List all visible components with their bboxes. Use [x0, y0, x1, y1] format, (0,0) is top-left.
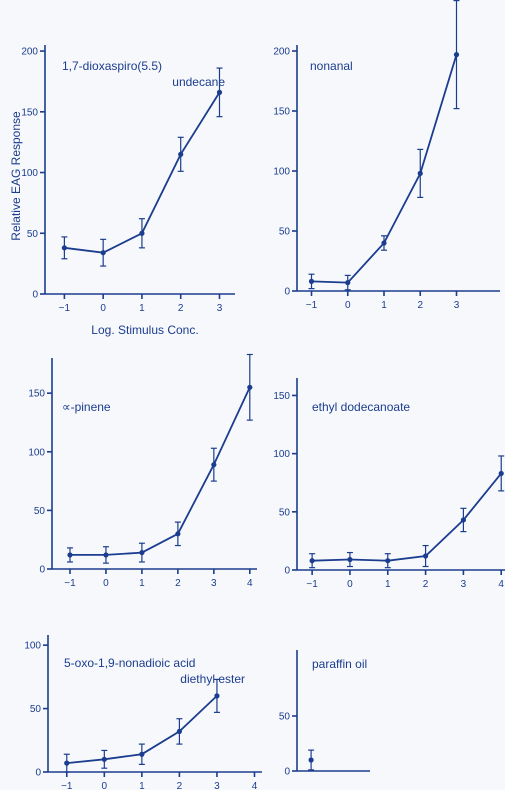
panel-5: 0 50 100 −1 0 1 2 3 4 5-oxo-1,9-nonadioic acid die… [24, 635, 262, 790]
x-axis-title: Log. Stimulus Conc. [91, 323, 198, 337]
x-tick-label: −1 [61, 781, 73, 790]
data-point [139, 549, 145, 556]
x-tick-label: −1 [64, 578, 76, 589]
data-point [176, 728, 183, 735]
y-tick-label: 150 [28, 389, 45, 400]
data-point [139, 230, 145, 236]
panel-title: nonanal [310, 59, 353, 73]
panel-4: 0 50 100 150 −1 0 1 2 3 4 ethyl dodecanoate [273, 378, 505, 590]
y-tick-label: 0 [284, 767, 290, 778]
data-point [175, 531, 181, 537]
y-tick-label: 100 [273, 167, 290, 178]
x-tick-label: 1 [381, 300, 387, 311]
x-tick-label: 0 [102, 781, 108, 790]
data-point [211, 462, 217, 468]
data-point [381, 240, 387, 246]
panel-title: ∝-pinene [62, 400, 111, 414]
panel-title: 1,7-dioxaspiro(5.5) [62, 59, 162, 73]
y-tick-label: 50 [34, 506, 46, 517]
y-tick-label: 50 [30, 704, 42, 715]
y-tick-label: 50 [279, 507, 291, 518]
data-point [103, 552, 109, 558]
panel-3: 0 50 100 150 −1 0 1 2 3 4 ∝-pinene [28, 353, 257, 589]
y-tick-label: 50 [27, 229, 39, 240]
data-point [308, 757, 314, 763]
x-tick-label: 0 [345, 300, 351, 311]
data-point [417, 170, 423, 176]
data-point [498, 470, 504, 477]
y-tick-label: 0 [284, 287, 290, 298]
panel-title: undecane [172, 75, 225, 89]
y-tick-label: 200 [21, 47, 38, 58]
y-tick-label: 0 [32, 290, 38, 301]
x-tick-label: 3 [461, 579, 467, 590]
panel-title: 5-oxo-1,9-nonadioic acid [64, 656, 195, 670]
x-tick-label: 3 [211, 578, 217, 589]
panel-6: 0 50 paraffin oil [279, 650, 370, 778]
data-point [178, 151, 184, 157]
data-point [64, 760, 70, 766]
x-tick-label: 1 [139, 781, 145, 790]
data-point [308, 278, 315, 284]
x-tick-label: 2 [178, 303, 184, 314]
x-tick-label: 0 [103, 578, 109, 589]
x-tick-label: 1 [385, 579, 391, 590]
data-point [67, 552, 73, 558]
x-tick-label: 1 [139, 578, 145, 589]
data-point [385, 558, 391, 564]
y-tick-label: 0 [39, 565, 45, 576]
y-tick-label: 100 [21, 168, 38, 179]
x-tick-label: 2 [417, 300, 423, 311]
x-tick-label: 4 [498, 579, 504, 590]
x-tick-label: −1 [59, 303, 71, 314]
panel-title: paraffin oil [312, 657, 367, 671]
y-tick-label: 0 [35, 768, 41, 779]
data-point [139, 751, 145, 757]
data-point [347, 556, 353, 563]
data-point [100, 250, 106, 256]
y-axis-title: Relative EAG Response [9, 111, 23, 241]
x-tick-label: −1 [306, 300, 318, 311]
data-point [422, 553, 429, 559]
x-tick-label: 4 [247, 578, 253, 589]
data-point [101, 756, 107, 762]
data-point [214, 693, 220, 699]
y-tick-label: 100 [28, 447, 45, 458]
data-point [61, 245, 67, 251]
x-tick-label: 0 [347, 579, 353, 590]
x-tick-label: 3 [454, 300, 460, 311]
x-tick-label: 3 [214, 781, 220, 790]
y-tick-label: 150 [21, 107, 38, 118]
x-tick-label: 2 [175, 578, 181, 589]
x-tick-label: 2 [423, 579, 429, 590]
x-tick-label: 1 [139, 303, 145, 314]
y-tick-label: 150 [273, 107, 290, 118]
x-tick-label: 3 [217, 303, 223, 314]
y-tick-label: 0 [284, 566, 290, 577]
x-tick-label: −1 [306, 579, 318, 590]
x-tick-label: 4 [252, 781, 258, 790]
data-point [345, 280, 351, 286]
x-tick-label: 0 [100, 303, 106, 314]
y-tick-label: 200 [273, 47, 290, 58]
data-point [247, 384, 253, 390]
panel-1: 0 50 100 150 200 −1 0 1 2 3 1,7-dioxaspiro(5.5) und… [21, 45, 235, 314]
y-tick-label: 100 [24, 641, 41, 652]
y-tick-label: 50 [279, 227, 291, 238]
data-point [309, 558, 315, 564]
series-line [70, 386, 251, 556]
y-tick-label: 100 [273, 449, 290, 460]
data-point [453, 52, 460, 58]
data-point [216, 89, 223, 95]
y-tick-label: 50 [279, 712, 291, 723]
x-tick-label: 2 [177, 781, 183, 790]
data-point [460, 517, 466, 523]
y-tick-label: 150 [273, 391, 290, 402]
panel-title: diethyl ester [180, 672, 245, 686]
series-line [312, 472, 502, 562]
panel-title: ethyl dodecanoate [312, 400, 410, 414]
panel-2: 0 50 100 150 200 −1 0 1 2 3 nonanal [273, 0, 500, 311]
